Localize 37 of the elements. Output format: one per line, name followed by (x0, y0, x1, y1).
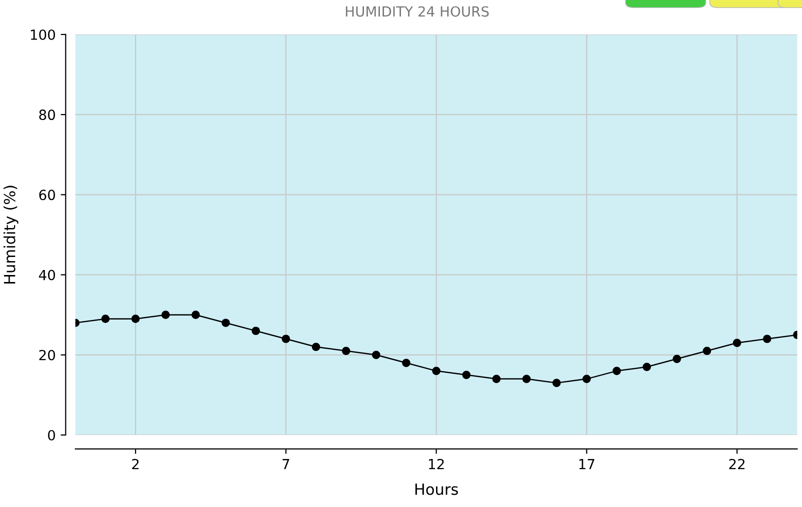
point (131, 314, 140, 324)
point (732, 338, 742, 348)
y-tick-label: 80 (39, 110, 56, 120)
x-axis-title: Hours (415, 484, 458, 495)
point (642, 362, 651, 372)
point (612, 366, 621, 376)
point (402, 358, 410, 368)
point (252, 326, 260, 336)
y-tick-label: 60 (39, 190, 56, 200)
y-tick-label: 20 (39, 350, 56, 360)
point (762, 334, 772, 344)
point (312, 342, 320, 352)
x-tick-label: 12 (428, 458, 444, 470)
y-tick-label: 100 (30, 29, 56, 40)
y-tick-label: 40 (38, 270, 56, 280)
point (672, 354, 682, 364)
point (582, 374, 591, 384)
point (222, 318, 230, 328)
point (101, 314, 110, 324)
point (432, 366, 440, 376)
x-tick-label: 17 (579, 459, 594, 470)
x-tick-label: 22 (729, 458, 744, 470)
point (552, 378, 561, 388)
point (462, 370, 471, 380)
point (522, 374, 531, 384)
y-axis-title: Humidity (%) (4, 186, 18, 284)
point (282, 334, 290, 344)
point (492, 374, 501, 384)
point (372, 350, 380, 360)
y-tick-label: 0 (48, 430, 56, 440)
point (342, 346, 350, 356)
point (192, 310, 200, 320)
x-tick-label: 2 (132, 458, 139, 470)
chart-title: HUMIDITY 24 HOURS (346, 6, 489, 17)
point (702, 346, 712, 356)
point (161, 310, 170, 320)
x-tick-label: 7 (282, 459, 290, 470)
